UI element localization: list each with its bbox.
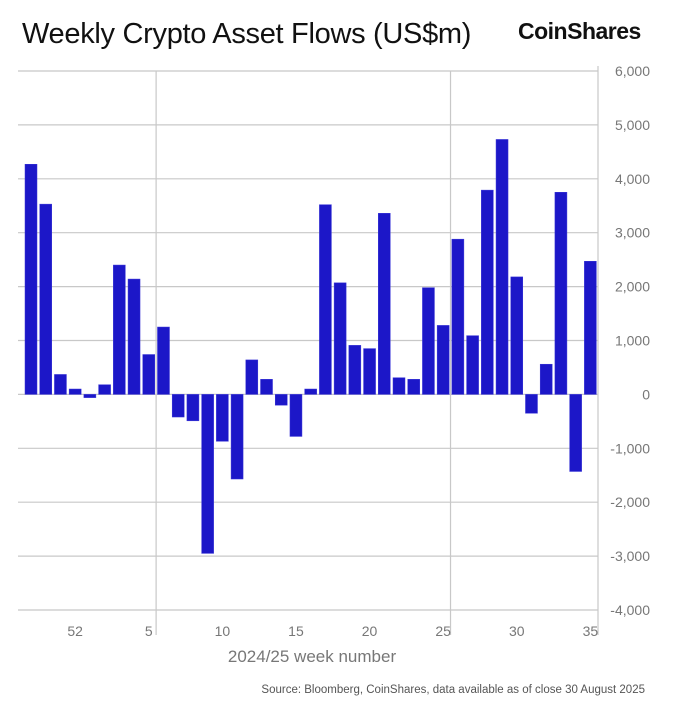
x-axis-label: 2024/25 week number <box>228 647 397 666</box>
bar-week-13 <box>260 379 273 395</box>
y-tick-label: 5,000 <box>615 117 650 133</box>
x-tick-label: 35 <box>583 623 599 639</box>
x-tick-label: 15 <box>288 623 304 639</box>
bar-week-49 <box>24 163 38 395</box>
bar-week-27 <box>466 335 479 395</box>
x-tick-label: 10 <box>215 623 231 639</box>
bar-week-8 <box>186 394 200 422</box>
bar-week-18 <box>333 282 347 395</box>
bar-chart: 6,000 5,000 4,000 3,000 2,000 1,000 0 -1,000 -2,… <box>18 63 650 666</box>
y-tick-label: 2,000 <box>615 279 650 295</box>
bar-week-22 <box>392 377 406 395</box>
y-tick-label: 0 <box>642 386 650 402</box>
bar-week-7 <box>171 394 185 418</box>
x-tick-label: 52 <box>67 623 83 639</box>
bar-week-34 <box>569 394 582 472</box>
bar-week-19 <box>348 345 362 395</box>
y-tick-label: 4,000 <box>615 171 650 187</box>
bar-week-26 <box>451 238 465 395</box>
bar-week-31 <box>525 394 538 414</box>
bar-week-24 <box>422 287 435 395</box>
bar-week-5 <box>142 354 156 395</box>
bar-week-25 <box>436 325 450 395</box>
bar-week-16 <box>304 388 317 395</box>
bar-week-4 <box>127 278 141 395</box>
y-tick-label: -3,000 <box>610 548 650 564</box>
bar-week-11 <box>230 394 244 480</box>
x-tick-label: 5 <box>145 623 153 639</box>
bar-week-10 <box>216 394 229 442</box>
bar-week-12 <box>245 359 259 395</box>
x-axis-ticks: 52 5 10 15 20 25 30 35 <box>67 623 598 639</box>
bar-week-23 <box>407 379 420 395</box>
x-tick-label: 25 <box>435 623 451 639</box>
bar-week-50 <box>39 203 52 395</box>
y-tick-label: 3,000 <box>615 225 650 241</box>
bar-week-2 <box>98 384 111 395</box>
chart-title: Weekly Crypto Asset Flows (US$m) <box>22 18 472 50</box>
bar-week-15 <box>289 394 303 437</box>
y-tick-label: 6,000 <box>615 63 650 79</box>
y-axis-ticks: 6,000 5,000 4,000 3,000 2,000 1,000 0 -1,000 -2,… <box>610 63 650 618</box>
bar-week-28 <box>481 189 494 395</box>
bar-week-20 <box>363 348 376 395</box>
bar-week-51 <box>54 374 67 395</box>
source-note: Source: Bloomberg, CoinShares, data avai… <box>261 684 645 696</box>
x-tick-label: 20 <box>362 623 378 639</box>
bars <box>24 139 597 554</box>
bar-week-17 <box>319 204 332 395</box>
bar-week-3 <box>113 264 126 395</box>
y-tick-label: -4,000 <box>610 602 650 618</box>
y-tick-label: -2,000 <box>610 494 650 510</box>
bar-week-32 <box>539 363 553 395</box>
bar-week-6 <box>157 326 170 395</box>
x-tick-label: 30 <box>509 623 525 639</box>
bar-week-52 <box>68 388 82 395</box>
bar-week-1 <box>83 394 97 398</box>
y-tick-label: -1,000 <box>610 440 650 456</box>
bar-week-14 <box>274 394 288 406</box>
bar-week-30 <box>510 276 524 395</box>
bar-week-29 <box>495 139 509 395</box>
y-tick-label: 1,000 <box>615 333 650 349</box>
bar-week-21 <box>378 213 391 395</box>
coinshares-logo: CoinShares <box>518 18 641 44</box>
bar-week-9 <box>201 394 214 554</box>
bar-week-35 <box>584 261 597 395</box>
bar-week-33 <box>554 192 568 395</box>
